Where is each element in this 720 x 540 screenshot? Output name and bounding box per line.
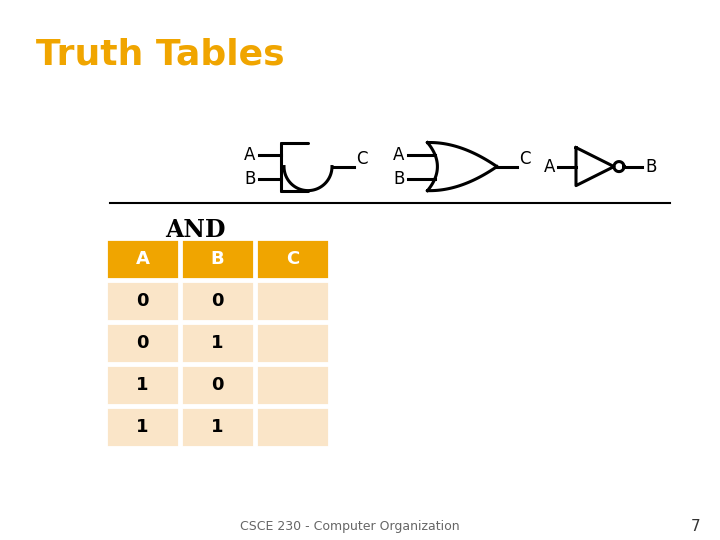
Text: 1: 1 — [211, 418, 224, 436]
FancyBboxPatch shape — [181, 407, 254, 447]
Text: B: B — [645, 158, 657, 176]
Text: B: B — [393, 170, 405, 187]
FancyBboxPatch shape — [106, 281, 179, 321]
Text: 0: 0 — [136, 334, 149, 352]
Text: A: A — [244, 146, 256, 164]
FancyBboxPatch shape — [256, 239, 329, 279]
FancyBboxPatch shape — [181, 365, 254, 405]
FancyBboxPatch shape — [256, 365, 329, 405]
FancyBboxPatch shape — [106, 323, 179, 363]
Text: C: C — [356, 150, 367, 167]
FancyBboxPatch shape — [106, 365, 179, 405]
FancyBboxPatch shape — [106, 239, 179, 279]
FancyBboxPatch shape — [181, 323, 254, 363]
Text: A: A — [393, 146, 405, 164]
Text: 7: 7 — [690, 519, 700, 535]
Text: 1: 1 — [136, 418, 149, 436]
Text: AND: AND — [165, 218, 225, 241]
FancyBboxPatch shape — [256, 323, 329, 363]
Text: 1: 1 — [211, 334, 224, 352]
FancyBboxPatch shape — [181, 281, 254, 321]
Text: 1: 1 — [136, 376, 149, 394]
Text: A: A — [135, 249, 150, 268]
Text: B: B — [211, 249, 225, 268]
Text: C: C — [519, 150, 531, 167]
Text: B: B — [244, 170, 256, 187]
FancyBboxPatch shape — [181, 239, 254, 279]
Text: 0: 0 — [211, 376, 224, 394]
FancyBboxPatch shape — [106, 407, 179, 447]
Text: C: C — [286, 249, 299, 268]
Text: A: A — [544, 158, 555, 176]
Text: CSCE 230 - Computer Organization: CSCE 230 - Computer Organization — [240, 521, 460, 534]
FancyBboxPatch shape — [256, 407, 329, 447]
Text: 0: 0 — [136, 292, 149, 310]
Text: Truth Tables: Truth Tables — [36, 38, 284, 72]
FancyBboxPatch shape — [256, 281, 329, 321]
Text: 0: 0 — [211, 292, 224, 310]
